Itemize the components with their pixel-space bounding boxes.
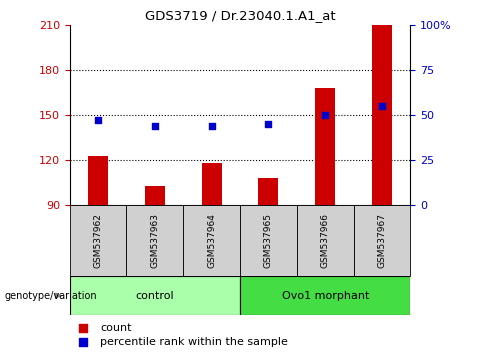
Bar	[126, 205, 183, 276]
Bar	[315, 88, 335, 205]
Text: GSM537965: GSM537965	[264, 213, 273, 268]
Point	[378, 103, 386, 109]
Bar	[183, 205, 240, 276]
Text: control: control	[135, 291, 174, 301]
Text: GSM537967: GSM537967	[377, 213, 386, 268]
Bar	[70, 276, 240, 315]
Bar	[354, 205, 410, 276]
Text: genotype/variation: genotype/variation	[5, 291, 97, 301]
Bar	[145, 186, 165, 205]
Bar	[240, 276, 410, 315]
Text: GSM537963: GSM537963	[150, 213, 159, 268]
Bar	[240, 205, 297, 276]
Bar	[88, 156, 108, 205]
Text: percentile rank within the sample: percentile rank within the sample	[100, 337, 288, 347]
Bar	[70, 205, 126, 276]
Point	[208, 123, 216, 129]
Bar	[372, 25, 392, 205]
Text: GSM537964: GSM537964	[207, 213, 216, 268]
Text: GDS3719 / Dr.23040.1.A1_at: GDS3719 / Dr.23040.1.A1_at	[144, 9, 336, 22]
Bar	[258, 178, 278, 205]
Text: GSM537962: GSM537962	[94, 213, 103, 268]
Point	[264, 121, 272, 127]
Point	[321, 112, 329, 118]
Text: GSM537966: GSM537966	[321, 213, 330, 268]
Text: Ovo1 morphant: Ovo1 morphant	[281, 291, 369, 301]
Point	[94, 118, 102, 123]
Bar	[297, 205, 354, 276]
Point	[79, 325, 87, 330]
Point	[79, 339, 87, 344]
Text: count: count	[100, 322, 132, 332]
Point	[151, 123, 158, 129]
Bar	[202, 163, 222, 205]
